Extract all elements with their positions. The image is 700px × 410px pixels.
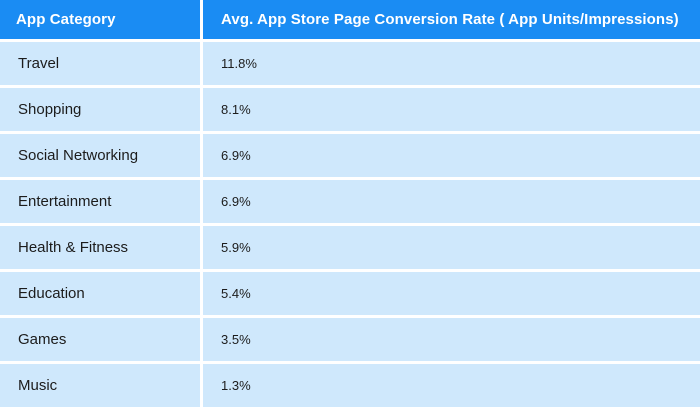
conversion-rate-cell: 1.3% bbox=[203, 364, 700, 410]
table-row: Health & Fitness 5.9% bbox=[0, 226, 700, 272]
conversion-rate-cell: 6.9% bbox=[203, 134, 700, 180]
category-cell: Music bbox=[0, 364, 203, 410]
category-cell: Shopping bbox=[0, 88, 203, 134]
category-cell: Health & Fitness bbox=[0, 226, 203, 272]
table-row: Social Networking 6.9% bbox=[0, 134, 700, 180]
column-header-category: App Category bbox=[0, 0, 203, 42]
table-row: Entertainment 6.9% bbox=[0, 180, 700, 226]
conversion-rate-cell: 5.4% bbox=[203, 272, 700, 318]
conversion-rate-cell: 3.5% bbox=[203, 318, 700, 364]
category-cell: Social Networking bbox=[0, 134, 203, 180]
category-cell: Travel bbox=[0, 42, 203, 88]
table-header: App Category Avg. App Store Page Convers… bbox=[0, 0, 700, 42]
category-cell: Education bbox=[0, 272, 203, 318]
table-row: Shopping 8.1% bbox=[0, 88, 700, 134]
table-body: Travel 11.8% Shopping 8.1% Social Networ… bbox=[0, 42, 700, 410]
conversion-rate-cell: 11.8% bbox=[203, 42, 700, 88]
table-row: Games 3.5% bbox=[0, 318, 700, 364]
conversion-rate-cell: 8.1% bbox=[203, 88, 700, 134]
conversion-rate-cell: 5.9% bbox=[203, 226, 700, 272]
table-row: Education 5.4% bbox=[0, 272, 700, 318]
table-row: Travel 11.8% bbox=[0, 42, 700, 88]
category-cell: Entertainment bbox=[0, 180, 203, 226]
conversion-rate-cell: 6.9% bbox=[203, 180, 700, 226]
header-row: App Category Avg. App Store Page Convers… bbox=[0, 0, 700, 42]
column-header-conversion-rate: Avg. App Store Page Conversion Rate ( Ap… bbox=[203, 0, 700, 42]
category-cell: Games bbox=[0, 318, 203, 364]
table-row: Music 1.3% bbox=[0, 364, 700, 410]
